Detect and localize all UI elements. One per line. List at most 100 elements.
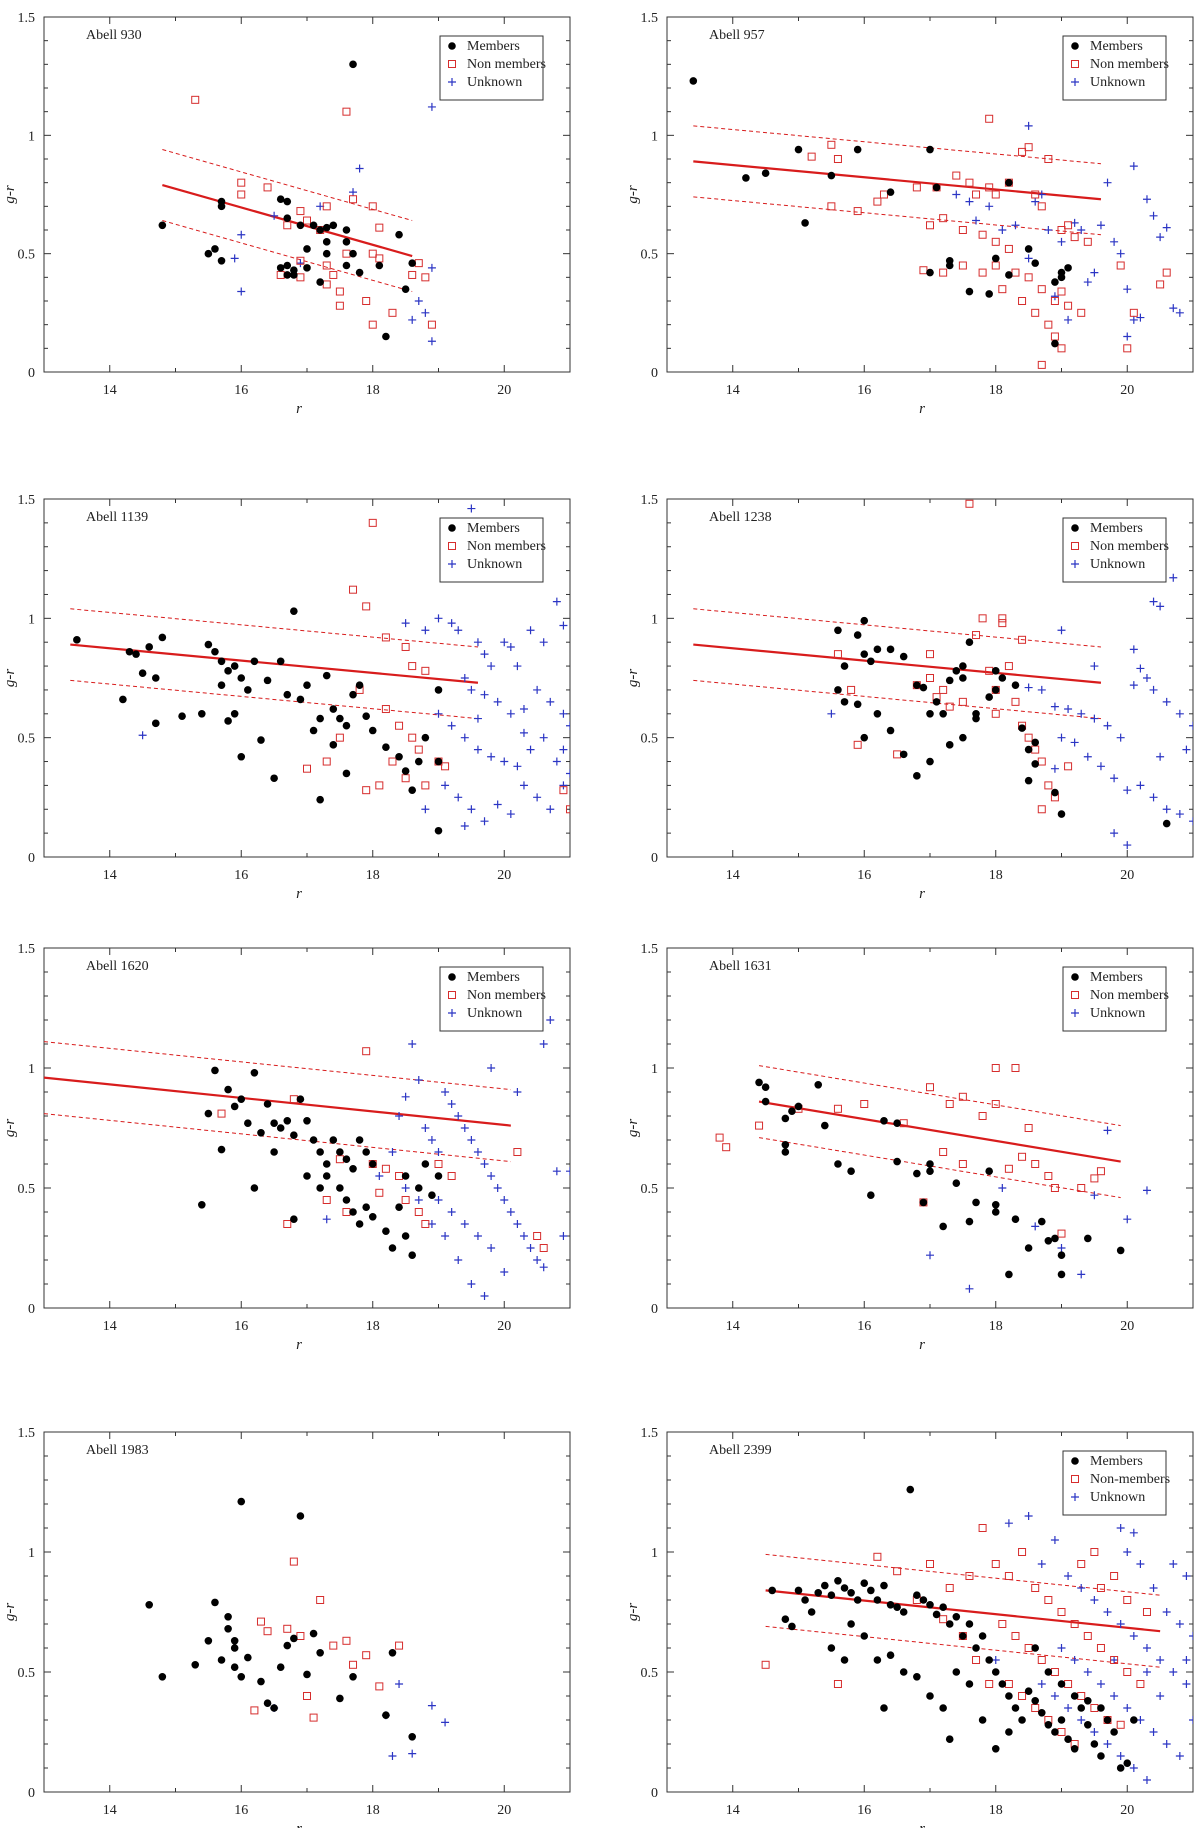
non-member-point <box>847 685 856 694</box>
member-point <box>959 733 967 742</box>
unknown-point <box>408 315 417 324</box>
non-member-point <box>375 1188 384 1197</box>
member-point <box>899 1668 908 1676</box>
legend: Members Non members Unknown <box>439 35 546 101</box>
unknown-point <box>1037 685 1046 694</box>
member-point <box>362 1148 370 1156</box>
non-member-point <box>945 1584 954 1592</box>
member-point <box>945 1620 954 1628</box>
non-member-point <box>939 1148 948 1156</box>
unknown-point <box>539 733 548 742</box>
member-point <box>913 1169 921 1178</box>
x-tick-label: 14 <box>726 1803 740 1818</box>
member-point <box>985 693 993 701</box>
member-point <box>998 674 1007 682</box>
panel-title: Abell 1139 <box>86 510 148 525</box>
x-tick-label: 14 <box>103 1803 117 1818</box>
unknown-point <box>972 216 981 225</box>
unknown-point <box>460 674 469 682</box>
unknown-point <box>480 690 489 699</box>
non-member-point <box>414 745 423 754</box>
member-point <box>899 1608 908 1616</box>
member-point <box>198 1201 206 1209</box>
member-point <box>689 77 698 85</box>
unknown-point <box>434 614 443 623</box>
member-point <box>913 1591 921 1599</box>
legend-entry: Members <box>1090 39 1143 54</box>
unknown-point <box>401 1184 410 1192</box>
plot-area <box>158 60 436 346</box>
member-point <box>158 633 167 642</box>
unknown-point <box>506 1208 515 1216</box>
unknown-point <box>467 805 476 814</box>
unknown-point <box>460 821 469 830</box>
member-point <box>834 686 842 694</box>
x-tick-label: 18 <box>989 868 1003 883</box>
non-member-point <box>985 183 994 192</box>
non-member-point <box>395 1641 404 1650</box>
unknown-point <box>1175 308 1184 317</box>
non-member-point <box>985 1680 994 1688</box>
plot-area <box>761 1485 1193 1784</box>
member-point <box>342 769 351 778</box>
member-point <box>991 1668 1000 1676</box>
unknown-point <box>427 263 436 272</box>
member-point <box>827 1591 836 1599</box>
member-point <box>401 1172 410 1180</box>
non-member-point <box>991 261 1000 270</box>
non-member-point <box>1031 308 1040 317</box>
unknown-point <box>487 752 496 761</box>
non-member-point <box>1018 1692 1027 1700</box>
member-point <box>329 221 338 230</box>
unknown-point <box>1162 697 1171 706</box>
member-point <box>349 1208 357 1216</box>
non-member-point <box>755 1121 764 1130</box>
member-point <box>151 674 160 682</box>
y-axis-label: g-r <box>2 1119 18 1137</box>
non-member-point <box>1077 1692 1086 1700</box>
member-point <box>939 1222 947 1231</box>
legend-entry: Non members <box>467 57 546 72</box>
unknown-point <box>447 619 456 628</box>
member-point <box>952 1668 961 1676</box>
unknown-point <box>1162 805 1171 814</box>
red-sequence-fit-line <box>44 1076 511 1127</box>
unknown-point <box>546 1016 555 1024</box>
unknown-point <box>1110 829 1119 838</box>
non-member-point <box>401 642 410 651</box>
member-point <box>926 268 934 277</box>
member-point <box>926 710 934 718</box>
member-point <box>355 1220 364 1228</box>
member-point <box>217 1145 226 1154</box>
member-point <box>939 1704 947 1712</box>
member-point <box>959 662 967 670</box>
unknown-point <box>1189 1716 1193 1724</box>
unknown-point <box>1031 1222 1040 1231</box>
member-point <box>1024 1244 1033 1252</box>
member-point <box>860 1579 869 1587</box>
x-axis-label: r <box>296 1821 302 1828</box>
non-member-point <box>368 202 377 211</box>
non-member-point <box>1123 1596 1132 1604</box>
member-point <box>421 733 430 742</box>
non-member-point <box>860 1100 869 1108</box>
non-member-point <box>362 1047 371 1056</box>
non-member-point <box>362 1651 371 1660</box>
unknown-point <box>1136 664 1145 673</box>
member-point <box>1005 1692 1013 1700</box>
unknown-point <box>513 1088 522 1096</box>
plot-area <box>693 499 1193 850</box>
unknown-point <box>460 1220 469 1228</box>
member-point <box>303 245 311 253</box>
member-point <box>316 278 324 286</box>
member-point <box>873 710 882 718</box>
member-point <box>932 183 941 192</box>
legend-entry: Unknown <box>1090 557 1145 572</box>
x-tick-label: 18 <box>366 868 380 883</box>
member-point <box>217 657 226 666</box>
member-point <box>230 1663 239 1671</box>
non-member-point <box>853 207 862 216</box>
unknown-point <box>926 1251 934 1260</box>
unknown-point <box>1077 1270 1086 1279</box>
unknown-point <box>1096 762 1105 771</box>
